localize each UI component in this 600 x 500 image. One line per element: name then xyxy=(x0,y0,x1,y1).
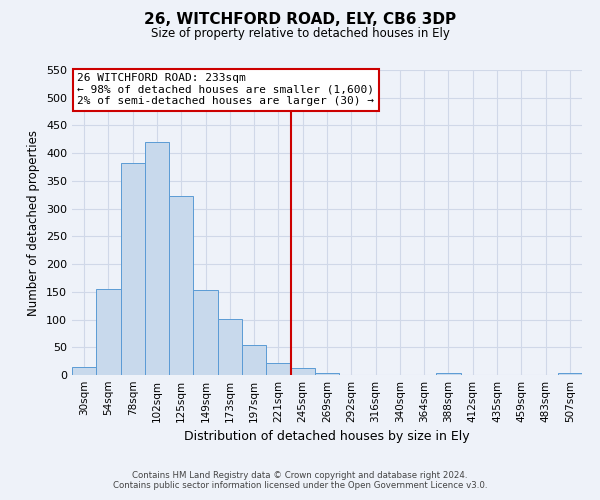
X-axis label: Distribution of detached houses by size in Ely: Distribution of detached houses by size … xyxy=(184,430,470,444)
Text: 26, WITCHFORD ROAD, ELY, CB6 3DP: 26, WITCHFORD ROAD, ELY, CB6 3DP xyxy=(144,12,456,28)
Text: 26 WITCHFORD ROAD: 233sqm
← 98% of detached houses are smaller (1,600)
2% of sem: 26 WITCHFORD ROAD: 233sqm ← 98% of detac… xyxy=(77,73,374,106)
Bar xyxy=(169,196,193,375)
Bar xyxy=(290,368,315,375)
Bar xyxy=(145,142,169,375)
Bar xyxy=(436,374,461,375)
Text: Size of property relative to detached houses in Ely: Size of property relative to detached ho… xyxy=(151,28,449,40)
Bar xyxy=(242,344,266,375)
Y-axis label: Number of detached properties: Number of detached properties xyxy=(28,130,40,316)
Text: Contains HM Land Registry data © Crown copyright and database right 2024.
Contai: Contains HM Land Registry data © Crown c… xyxy=(113,470,487,490)
Bar xyxy=(72,366,96,375)
Bar xyxy=(315,374,339,375)
Bar xyxy=(218,319,242,375)
Bar xyxy=(121,163,145,375)
Bar xyxy=(193,290,218,375)
Bar xyxy=(266,363,290,375)
Bar xyxy=(96,289,121,375)
Bar xyxy=(558,374,582,375)
